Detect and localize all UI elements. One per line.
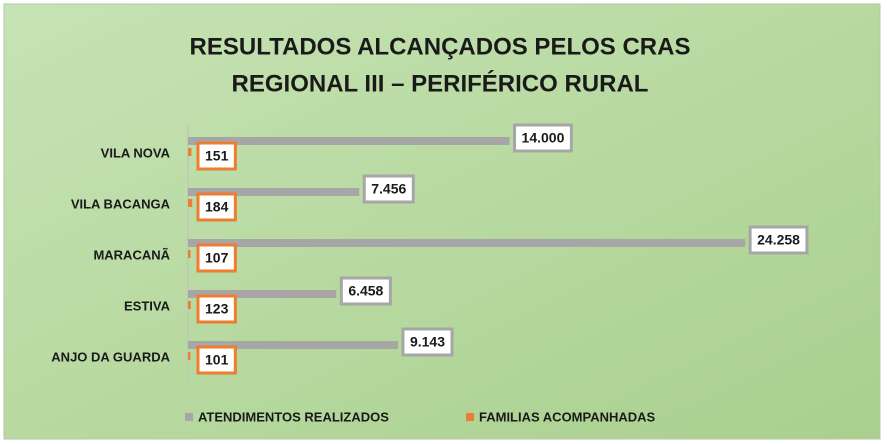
data-label-box — [196, 345, 237, 375]
data-label-box — [513, 123, 573, 153]
chart-title: REGIONAL III – PERIFÉRICO RURAL — [232, 69, 649, 97]
y-tick-label: ANJO DA GUARDA — [51, 349, 170, 364]
data-label-box — [196, 192, 237, 222]
bar — [188, 290, 337, 298]
data-label-box — [362, 174, 415, 204]
chart-title: RESULTADOS ALCANÇADOS PELOS CRAS — [190, 33, 691, 60]
data-label: 7.456 — [371, 181, 406, 197]
y-tick-label: ESTIVA — [124, 298, 171, 313]
data-label: 6.458 — [348, 283, 383, 299]
bar — [188, 148, 192, 156]
data-label-box — [196, 294, 237, 324]
data-label-box — [339, 276, 392, 306]
data-label-box — [401, 327, 454, 357]
legend-swatch — [185, 413, 193, 421]
y-tick-label: MARACANÃ — [93, 247, 170, 262]
bar — [188, 188, 360, 196]
data-label: 9.143 — [410, 334, 445, 350]
y-tick-label: VILA NOVA — [101, 145, 171, 160]
bar — [188, 137, 510, 145]
y-tick-label: VILA BACANGA — [71, 196, 171, 211]
bar — [188, 301, 191, 309]
data-label: 151 — [205, 148, 229, 164]
bar — [188, 199, 193, 207]
legend-label: ATENDIMENTOS REALIZADOS — [198, 409, 389, 424]
bar — [188, 250, 191, 258]
chart-background — [3, 3, 881, 440]
data-label: 14.000 — [522, 130, 565, 146]
data-label-box — [196, 243, 237, 273]
bar — [188, 341, 398, 349]
data-label: 123 — [205, 301, 229, 317]
data-label: 184 — [205, 199, 229, 215]
legend-label: FAMILIAS ACOMPANHADAS — [479, 409, 656, 424]
bar — [188, 239, 746, 247]
data-label: 107 — [205, 250, 229, 266]
data-label-box — [196, 141, 237, 171]
data-label-box — [748, 225, 809, 255]
legend-swatch — [466, 413, 474, 421]
bar — [188, 352, 191, 360]
data-label: 101 — [205, 352, 229, 368]
data-label: 24.258 — [757, 232, 800, 248]
